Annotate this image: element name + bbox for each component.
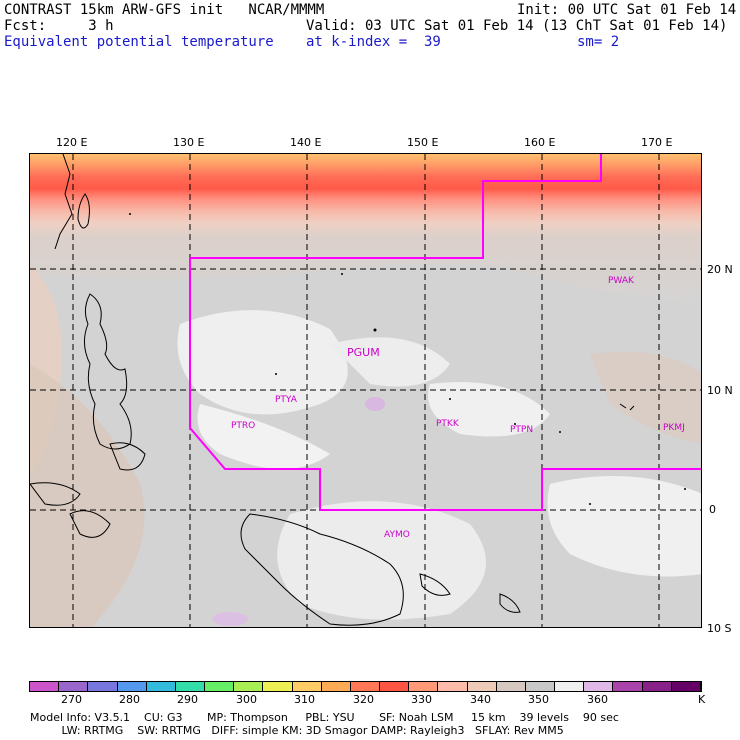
lon-label-160: 160 E xyxy=(524,136,556,149)
colorbar xyxy=(29,681,702,692)
colorbar-swatch xyxy=(467,682,497,691)
lon-label-170: 170 E xyxy=(641,136,673,149)
nested-domain-outline xyxy=(189,154,701,511)
white-area-3 xyxy=(330,337,450,387)
white-area-2 xyxy=(197,404,330,469)
white-area-5 xyxy=(547,476,701,577)
lat-label-10n: 10 N xyxy=(707,384,733,397)
lon-label-130: 130 E xyxy=(173,136,205,149)
colorbar-swatch xyxy=(496,682,526,691)
coastlines xyxy=(30,154,635,626)
station-pkmj: PKMJ xyxy=(663,423,685,433)
colorbar-swatch xyxy=(59,682,89,691)
colorbar-swatch xyxy=(555,682,585,691)
station-ptro: PTRO xyxy=(231,421,255,431)
colorbar-swatch xyxy=(175,682,206,691)
lat-label-equator: 0 xyxy=(709,503,716,516)
lat-label-20n: 20 N xyxy=(707,263,733,276)
lavender-spot-1 xyxy=(365,397,385,411)
white-area-4 xyxy=(428,382,550,437)
smoothing-info: sm= 2 xyxy=(577,34,620,50)
map-canvas: PGUM PTYA PTRO PTKK PTPN PKMJ PWAK AYMO xyxy=(30,154,701,627)
station-aymo: AYMO xyxy=(384,530,410,540)
colorbar-swatch xyxy=(409,682,439,691)
lon-label-150: 150 E xyxy=(407,136,439,149)
colorbar-swatch xyxy=(117,682,147,691)
colorbar-swatch xyxy=(234,682,264,691)
colorbar-tick-320: 320 xyxy=(353,693,374,706)
colorbar-swatch xyxy=(88,682,118,691)
model-info-line2: LW: RRTMG SW: RRTMG DIFF: simple KM: 3D … xyxy=(30,724,564,737)
lon-label-120: 120 E xyxy=(56,136,88,149)
station-ptya: PTYA xyxy=(275,395,298,405)
tan-region-sw xyxy=(30,364,145,627)
theta-e-map: PGUM PTYA PTRO PTKK PTPN PKMJ PWAK AYMO xyxy=(29,153,702,628)
lavender-spot-2 xyxy=(212,612,248,626)
station-pwak: PWAK xyxy=(608,276,635,286)
init-time: Init: 00 UTC Sat 01 Feb 14 xyxy=(517,2,737,18)
colorbar-tick-310: 310 xyxy=(294,693,315,706)
coast-borneo-north xyxy=(30,482,81,506)
island-dots xyxy=(129,213,686,505)
coast-solomon xyxy=(499,593,521,613)
colorbar-tick-360: 360 xyxy=(587,693,608,706)
coast-marshall xyxy=(619,403,635,411)
field-name: Equivalent potential temperature xyxy=(4,34,274,50)
colorbar-swatch xyxy=(380,682,410,691)
model-title: CONTRAST 15km ARW-GFS init NCAR/MMMM xyxy=(4,2,325,18)
coast-new-guinea xyxy=(240,513,404,626)
colorbar-swatch xyxy=(613,682,643,691)
colorbar-tick-350: 350 xyxy=(528,693,549,706)
colorbar-swatch xyxy=(350,682,381,691)
colorbar-tick-340: 340 xyxy=(470,693,491,706)
colorbar-swatch xyxy=(438,682,468,691)
colorbar-tick-290: 290 xyxy=(177,693,198,706)
colorbar-tick-270: 270 xyxy=(61,693,82,706)
lat-label-10s: 10 S xyxy=(707,622,732,635)
station-ptpn: PTPN xyxy=(510,425,533,435)
white-area-6 xyxy=(277,501,486,620)
station-pgum: PGUM xyxy=(347,346,380,359)
colorbar-swatch xyxy=(525,682,556,691)
colorbar-swatch xyxy=(30,682,60,691)
colorbar-swatch xyxy=(263,682,293,691)
colorbar-swatch xyxy=(292,682,322,691)
colorbar-swatch xyxy=(321,682,351,691)
colorbar-swatch xyxy=(146,682,176,691)
forecast-hour: Fcst: 3 h xyxy=(4,18,114,34)
graticule xyxy=(30,154,701,627)
level-info: at k-index = 39 xyxy=(306,34,441,50)
lon-label-140: 140 E xyxy=(290,136,322,149)
model-info-line1: Model Info: V3.5.1 CU: G3 MP: Thompson P… xyxy=(30,711,619,724)
colorbar-unit: K xyxy=(698,693,706,706)
coast-new-ireland xyxy=(419,573,451,596)
colorbar-tick-300: 300 xyxy=(236,693,257,706)
colorbar-tick-280: 280 xyxy=(119,693,140,706)
colorbar-swatch xyxy=(671,682,701,691)
colorbar-tick-330: 330 xyxy=(411,693,432,706)
coast-taiwan xyxy=(77,193,90,229)
tan-area-east xyxy=(590,351,701,444)
station-ptkk: PTKK xyxy=(436,419,460,429)
coast-sulawesi xyxy=(69,510,111,538)
warm-band-north xyxy=(30,154,701,304)
colorbar-swatch xyxy=(584,682,614,691)
valid-time: Valid: 03 UTC Sat 01 Feb 14 (13 ChT Sat … xyxy=(306,18,728,34)
colorbar-swatch xyxy=(642,682,672,691)
white-area-1 xyxy=(177,310,348,415)
coast-mindanao xyxy=(109,442,146,471)
colorbar-swatch xyxy=(205,682,235,691)
colorbar-swatches xyxy=(30,682,701,691)
coast-china xyxy=(54,154,73,250)
